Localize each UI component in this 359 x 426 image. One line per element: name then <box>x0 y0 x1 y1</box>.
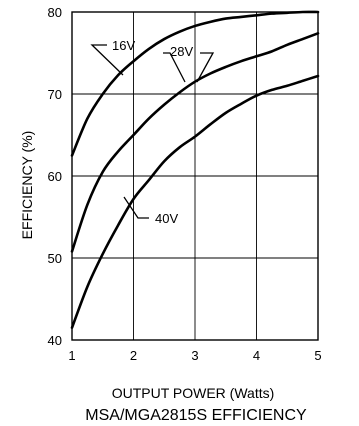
y-tick-label: 80 <box>48 5 62 20</box>
leader-line-40v <box>123 196 149 219</box>
series-label-40v: 40V <box>155 211 178 226</box>
series-line-40v <box>70 74 320 329</box>
y-axis-title: EFFICIENCY (%) <box>19 131 35 240</box>
grid <box>72 12 318 340</box>
plot-frame <box>71 11 319 341</box>
y-tick-label: 70 <box>48 87 62 102</box>
y-tick-labels: 40 50 60 70 80 <box>48 5 62 348</box>
leader-line-16v <box>90 44 124 76</box>
y-tick-label: 40 <box>48 333 62 348</box>
series-curves <box>70 10 320 329</box>
chart-title: MSA/MGA2815S EFFICIENCY <box>85 407 307 424</box>
series-line-16v <box>70 10 320 157</box>
x-tick-label: 3 <box>191 348 198 363</box>
x-tick-label: 1 <box>68 348 75 363</box>
y-tick-label: 50 <box>48 251 62 266</box>
y-tick-label: 60 <box>48 169 62 184</box>
series-line-28v <box>70 32 320 253</box>
series-labels: 16V 28V 40V <box>90 38 215 226</box>
x-axis-title: OUTPUT POWER (Watts) <box>112 385 275 401</box>
leader-line-28v <box>196 52 215 83</box>
leader-line-28v <box>163 52 186 83</box>
x-tick-label: 4 <box>253 348 260 363</box>
series-label-28v: 28V <box>170 44 193 59</box>
series-label-16v: 16V <box>112 38 135 53</box>
x-tick-label: 5 <box>314 348 321 363</box>
x-tick-label: 2 <box>130 348 137 363</box>
x-tick-labels: 1 2 3 4 5 <box>68 348 321 363</box>
